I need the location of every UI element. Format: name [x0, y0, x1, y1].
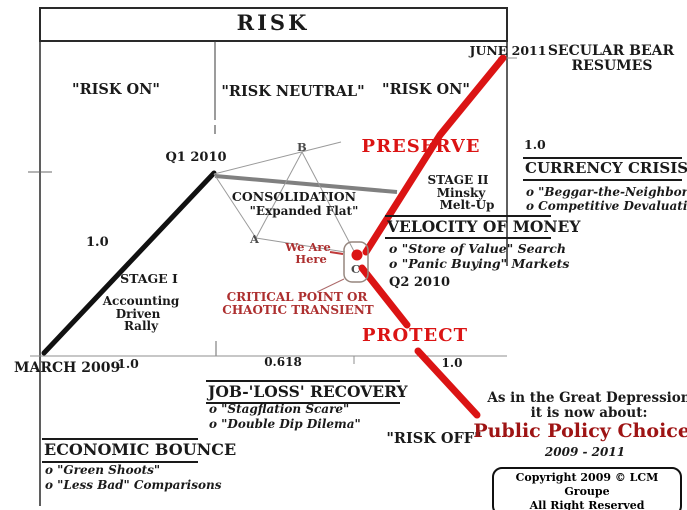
- critical-point-line2: CHAOTIC TRANSIENT: [222, 303, 374, 317]
- wave-label-b: B: [297, 140, 307, 154]
- copyright-line2: All Right Reserved: [529, 498, 645, 510]
- axis-left-ratio: 1.0: [86, 235, 109, 250]
- consolidation-line: [214, 174, 398, 194]
- job-loss-bullet-2: o "Double Dip Dilema": [209, 417, 361, 431]
- velocity-of-money-title: VELOCITY OF MONEY: [385, 215, 580, 240]
- label-june-2011: JUNE 2011: [469, 43, 547, 58]
- stage1-line1: Accounting: [102, 294, 180, 308]
- stage2-line3: Melt-Up: [439, 198, 495, 212]
- job-loss-bullet-1: o "Stagflation Scare": [209, 402, 350, 416]
- summary-line2: it is now about:: [530, 405, 648, 421]
- summary-public-policy-choices: Public Policy Choices: [473, 420, 687, 442]
- we-are-here-line2: Here: [295, 252, 327, 266]
- stage1-price-line: [41, 170, 217, 356]
- economic-bounce-title: ECONOMIC BOUNCE: [42, 438, 236, 463]
- secular-bear-line1: SECULAR BEAR: [547, 43, 675, 59]
- zone-risk-neutral: "RISK NEUTRAL": [221, 83, 365, 100]
- axis-bottom-left-ratio: 1.0: [117, 356, 139, 371]
- we-are-here-dot: [351, 249, 363, 261]
- label-q2-2010: Q2 2010: [389, 275, 451, 290]
- currency-crisis-title: CURRENCY CRISIS: [523, 157, 687, 181]
- wave-lines: [213, 141, 357, 256]
- job-loss-recovery-title: JOB-'LOSS' RECOVERY: [206, 380, 408, 405]
- currency-crisis-bullet-1: o "Beggar-the-Neighbor": [526, 185, 687, 199]
- velocity-bullet-2: o "Panic Buying" Markets: [389, 256, 570, 271]
- protect-line: [358, 264, 481, 419]
- diagram-title: RISK: [236, 10, 310, 35]
- we-are-here-line1: We Are: [285, 240, 331, 254]
- summary-line1: As in the Great Depression: [487, 390, 687, 406]
- stage2-line2: Minsky: [436, 186, 486, 200]
- label-march-2009: MARCH 2009: [14, 360, 121, 376]
- label-q1-2010: Q1 2010: [165, 150, 227, 165]
- copyright-box: Copyright 2009 © LCM Groupe All Right Re…: [492, 467, 682, 510]
- stage2-line1: STAGE II: [427, 173, 489, 187]
- currency-crisis-bullet-2: o Competitive Devaluation: [526, 199, 687, 213]
- consolidation-subtitle: "Expanded Flat": [249, 204, 359, 218]
- preserve-line: [362, 54, 507, 256]
- axis-bottom-mid-ratio: 0.618: [264, 355, 302, 369]
- stage1-title: STAGE I: [120, 271, 178, 286]
- protect-label: PROTECT: [361, 325, 469, 346]
- summary-years: 2009 - 2011: [544, 445, 626, 459]
- critical-region-box: [316, 241, 369, 293]
- critical-point-line1: CRITICAL POINT OR: [226, 290, 368, 304]
- secular-bear-line2: RESUMES: [571, 58, 653, 74]
- preserve-label: PRESERVE: [361, 136, 481, 157]
- stage1-line3: Rally: [123, 319, 159, 333]
- wave-label-c: C: [351, 262, 361, 276]
- zone-risk-off: "RISK OFF": [386, 430, 482, 447]
- economic-bullet-1: o "Green Shoots": [45, 463, 161, 477]
- axis-lines: [28, 7, 517, 506]
- zone-risk-on-left: "RISK ON": [72, 81, 160, 98]
- zone-risk-on-right: "RISK ON": [382, 81, 470, 98]
- axis-bottom-right-ratio: 1.0: [441, 356, 463, 370]
- velocity-bullet-1: o "Store of Value" Search: [389, 241, 566, 256]
- consolidation-title: CONSOLIDATION: [231, 189, 357, 204]
- economic-bullet-2: o "Less Bad" Comparisons: [45, 478, 222, 492]
- axis-right-ratio: 1.0: [524, 137, 546, 152]
- stage1-line2: Driven: [115, 307, 161, 321]
- wave-label-a: A: [250, 232, 259, 246]
- copyright-line1: Copyright 2009 © LCM Groupe: [515, 471, 659, 498]
